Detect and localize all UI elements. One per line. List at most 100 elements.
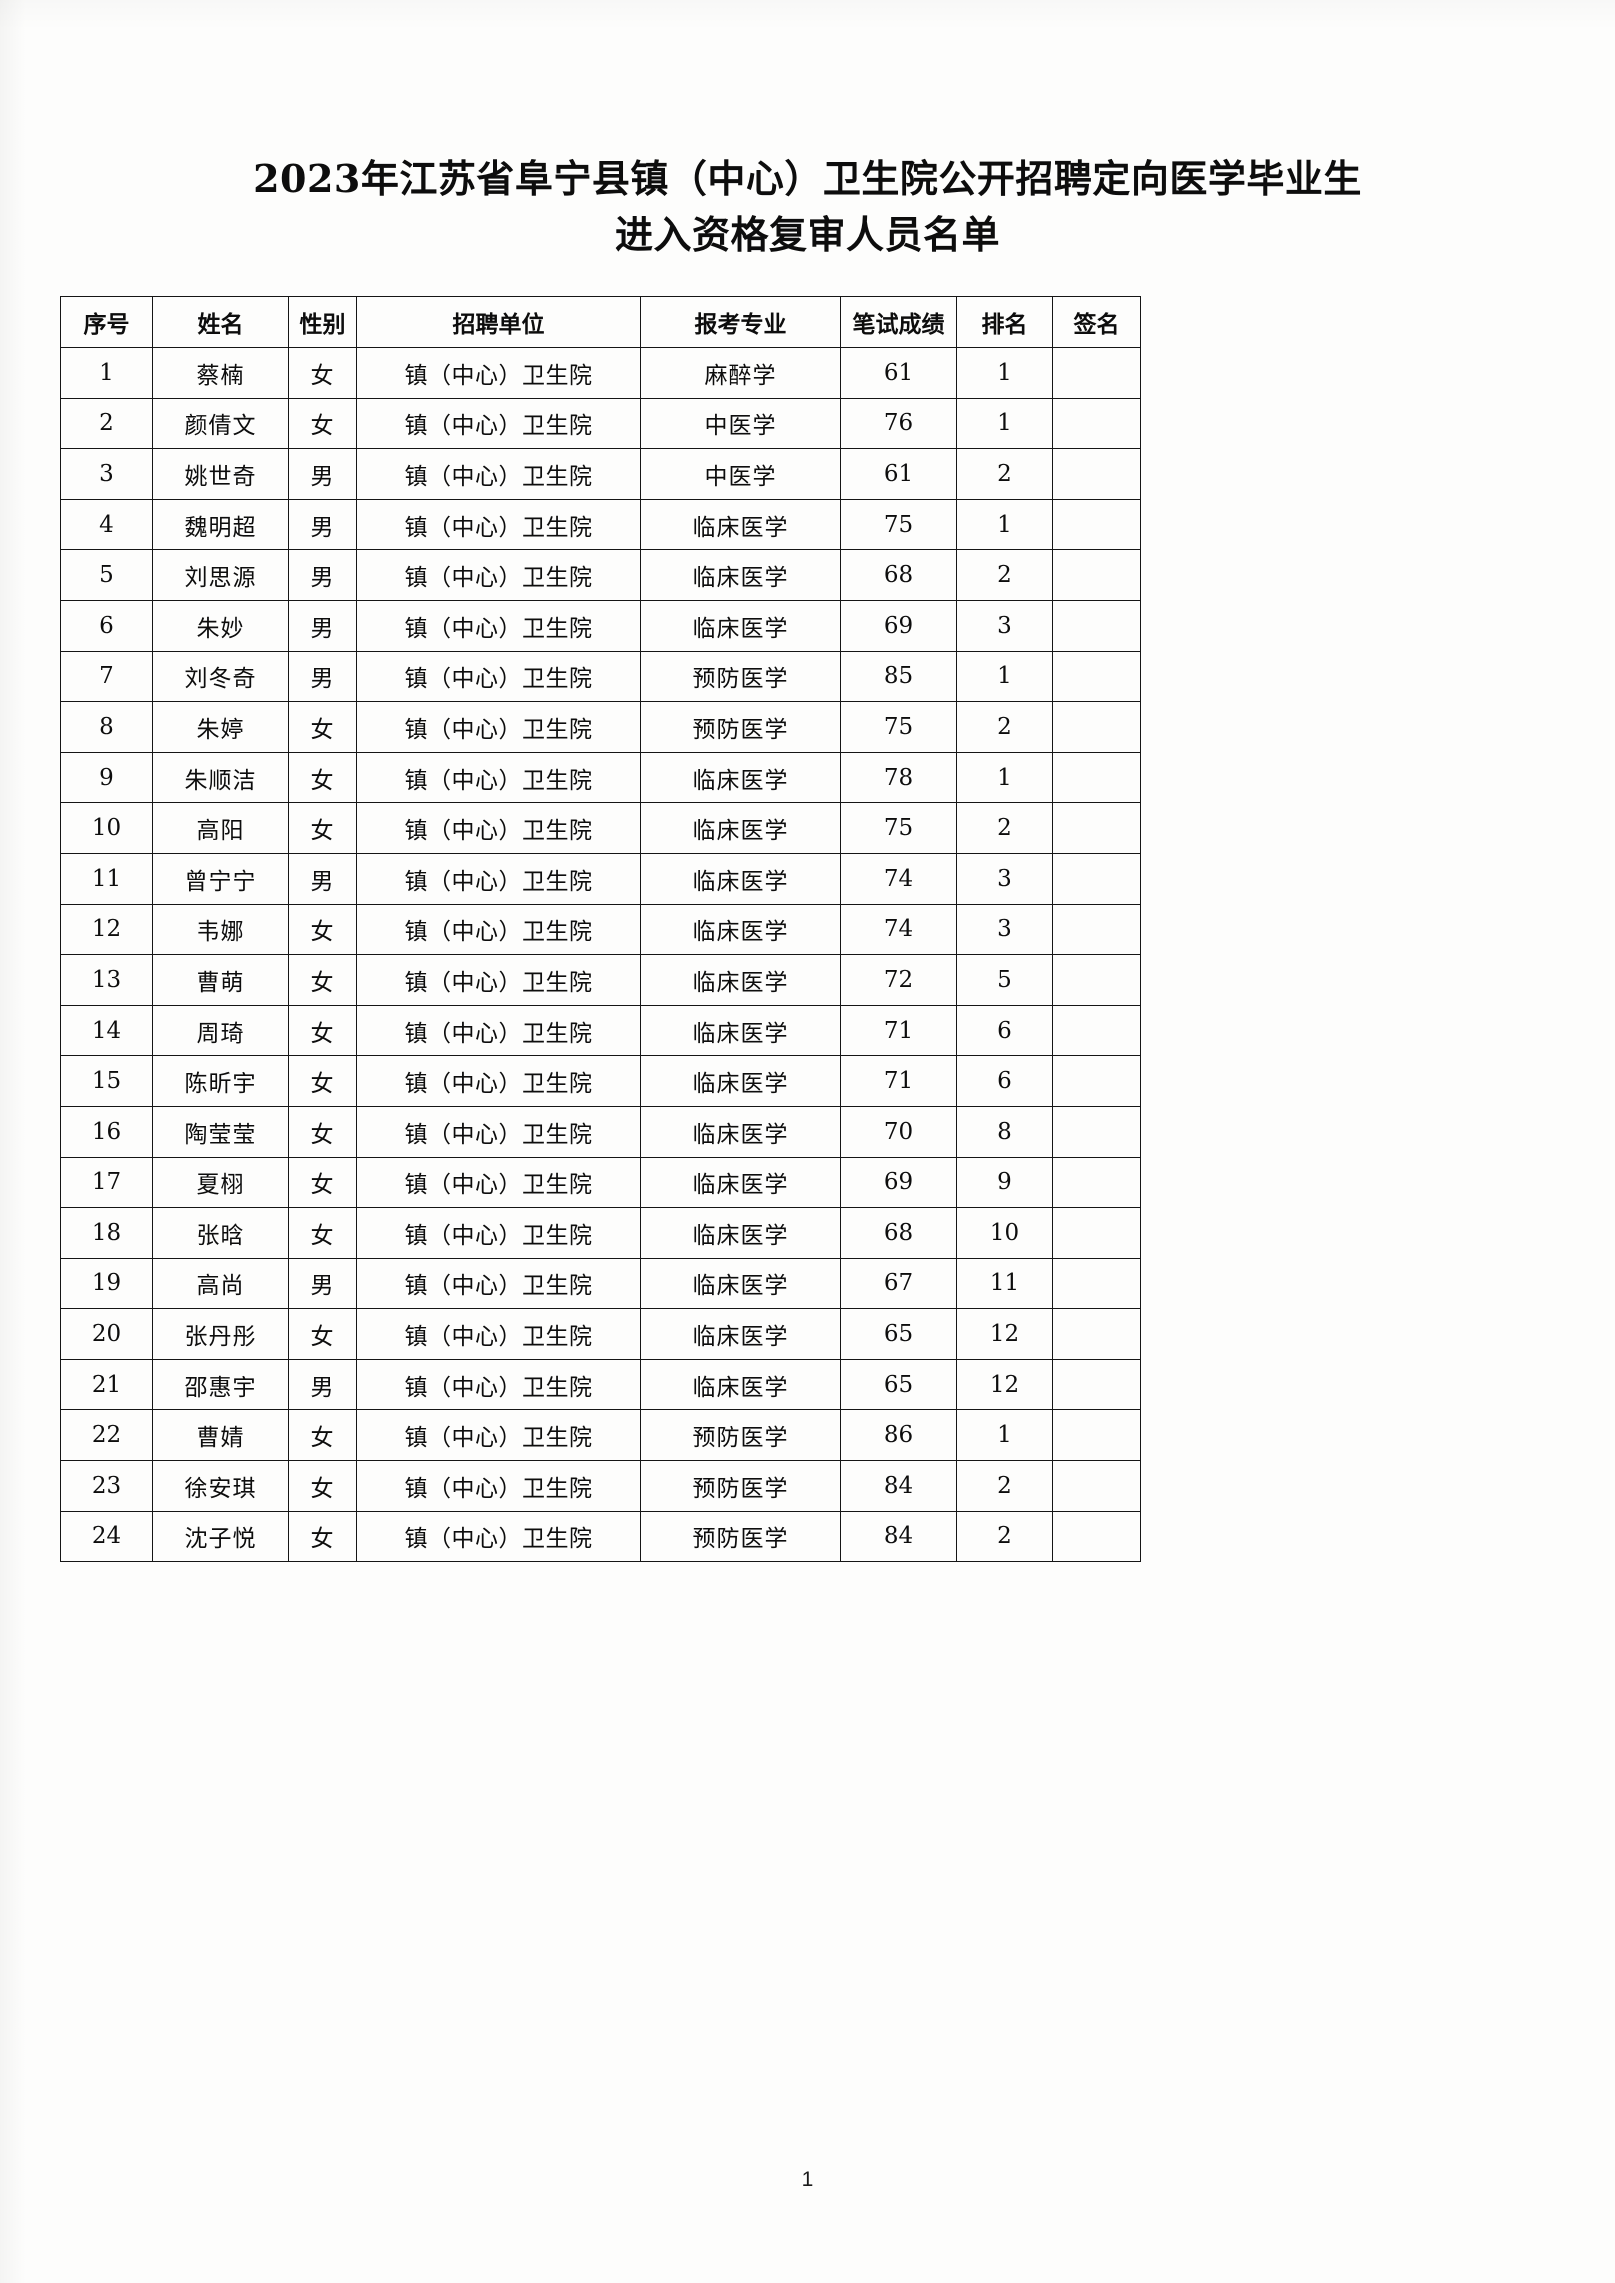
cell-sex: 女 [288, 1105, 357, 1158]
cell-rank: 1 [956, 397, 1053, 450]
cell-signature[interactable] [1052, 448, 1141, 500]
cell-signature[interactable] [1052, 701, 1141, 753]
cell-signature[interactable] [1052, 549, 1141, 601]
cell-sex: 女 [288, 701, 357, 753]
table-row: 6 朱妙男镇（中心）卫生院 临床医学 69 3 [60, 599, 1141, 652]
cell-score: 65 [840, 1358, 957, 1411]
cell-score: 75 [840, 701, 957, 753]
cell-score: 85 [840, 650, 957, 703]
cell-major: 预防医学 [640, 1460, 841, 1512]
page-title: 2023年江苏省阜宁县镇（中心）卫生院公开招聘定向医学毕业生 进入资格复审人员名… [0, 152, 1615, 262]
cell-signature[interactable] [1052, 954, 1141, 1006]
cell-score: 71 [840, 1004, 957, 1057]
cell-signature[interactable] [1052, 1409, 1141, 1462]
cell-signature[interactable] [1052, 1207, 1141, 1259]
cell-rank: 1 [956, 751, 1053, 804]
cell-signature[interactable] [1052, 599, 1141, 652]
table-row: 4 魏明超男镇（中心）卫生院 临床医学 75 1 [60, 498, 1141, 551]
cell-seq: 22 [60, 1409, 153, 1462]
cell-unit: 镇（中心）卫生院 [356, 1510, 641, 1563]
cell-major: 临床医学 [640, 1156, 841, 1209]
cell-rank: 1 [956, 650, 1053, 703]
cell-sex: 男 [288, 1358, 357, 1411]
cell-name: 朱妙 [152, 599, 289, 652]
cell-unit: 镇（中心）卫生院 [356, 903, 641, 956]
cell-score: 74 [840, 852, 957, 905]
cell-unit: 镇（中心）卫生院 [356, 498, 641, 551]
cell-signature[interactable] [1052, 1460, 1141, 1512]
cell-seq: 16 [60, 1105, 153, 1158]
cell-score: 78 [840, 751, 957, 804]
cell-signature[interactable] [1052, 1004, 1141, 1057]
cell-signature[interactable] [1052, 1156, 1141, 1209]
cell-unit: 镇（中心）卫生院 [356, 599, 641, 652]
table-row: 12 韦娜女镇（中心）卫生院 临床医学 74 3 [60, 903, 1141, 956]
cell-rank: 1 [956, 498, 1053, 551]
table-row: 18 张晗女镇（中心）卫生院 临床医学 68 10 [60, 1207, 1141, 1259]
cell-seq: 19 [60, 1257, 153, 1310]
cell-signature[interactable] [1052, 1308, 1141, 1360]
cell-sex: 女 [288, 1308, 357, 1360]
cell-score: 86 [840, 1409, 957, 1462]
cell-signature[interactable] [1052, 1257, 1141, 1310]
cell-major: 临床医学 [640, 599, 841, 652]
cell-sex: 男 [288, 650, 357, 703]
column-header-signature: 签名 [1052, 296, 1141, 348]
cell-signature[interactable] [1052, 397, 1141, 450]
cell-rank: 3 [956, 852, 1053, 905]
page-title-line-2: 进入资格复审人员名单 [614, 211, 1000, 257]
cell-signature[interactable] [1052, 1105, 1141, 1158]
cell-seq: 1 [60, 347, 153, 399]
cell-major: 预防医学 [640, 1409, 841, 1462]
cell-signature[interactable] [1052, 650, 1141, 703]
cell-sex: 女 [288, 954, 357, 1006]
cell-rank: 9 [956, 1156, 1053, 1209]
cell-rank: 12 [956, 1358, 1053, 1411]
cell-unit: 镇（中心）卫生院 [356, 1004, 641, 1057]
cell-sex: 男 [288, 498, 357, 551]
cell-seq: 24 [60, 1510, 153, 1563]
cell-signature[interactable] [1052, 751, 1141, 804]
cell-name: 姚世奇 [152, 448, 289, 500]
cell-signature[interactable] [1052, 903, 1141, 956]
cell-signature[interactable] [1052, 802, 1141, 854]
cell-unit: 镇（中心）卫生院 [356, 549, 641, 601]
cell-rank: 1 [956, 1409, 1053, 1462]
cell-seq: 23 [60, 1460, 153, 1512]
cell-signature[interactable] [1052, 1055, 1141, 1107]
column-header-major: 报考专业 [640, 296, 841, 348]
table-row: 7 刘冬奇男镇（中心）卫生院 预防医学 85 1 [60, 650, 1141, 703]
cell-signature[interactable] [1052, 1510, 1141, 1563]
cell-rank: 2 [956, 448, 1053, 500]
cell-unit: 镇（中心）卫生院 [356, 1358, 641, 1411]
cell-rank: 10 [956, 1207, 1053, 1259]
cell-score: 76 [840, 397, 957, 450]
cell-name: 夏栩 [152, 1156, 289, 1209]
cell-rank: 3 [956, 903, 1053, 956]
cell-major: 临床医学 [640, 1358, 841, 1411]
cell-major: 预防医学 [640, 1510, 841, 1563]
cell-signature[interactable] [1052, 498, 1141, 551]
cell-major: 预防医学 [640, 701, 841, 753]
column-header-rank: 排名 [956, 296, 1053, 348]
cell-seq: 20 [60, 1308, 153, 1360]
cell-signature[interactable] [1052, 1358, 1141, 1411]
cell-major: 麻醉学 [640, 347, 841, 399]
table-row: 5 刘思源男镇（中心）卫生院 临床医学 68 2 [60, 549, 1141, 601]
cell-name: 邵惠宇 [152, 1358, 289, 1411]
cell-unit: 镇（中心）卫生院 [356, 1257, 641, 1310]
cell-signature[interactable] [1052, 852, 1141, 905]
cell-seq: 21 [60, 1358, 153, 1411]
cell-seq: 9 [60, 751, 153, 804]
cell-signature[interactable] [1052, 347, 1141, 399]
table-row: 24 沈子悦女镇（中心）卫生院 预防医学 84 2 [60, 1510, 1141, 1563]
cell-unit: 镇（中心）卫生院 [356, 1055, 641, 1107]
cell-name: 徐安琪 [152, 1460, 289, 1512]
cell-name: 颜倩文 [152, 397, 289, 450]
cell-major: 临床医学 [640, 954, 841, 1006]
cell-rank: 2 [956, 1510, 1053, 1563]
cell-seq: 12 [60, 903, 153, 956]
cell-rank: 2 [956, 1460, 1053, 1512]
cell-major: 临床医学 [640, 549, 841, 601]
cell-score: 70 [840, 1105, 957, 1158]
